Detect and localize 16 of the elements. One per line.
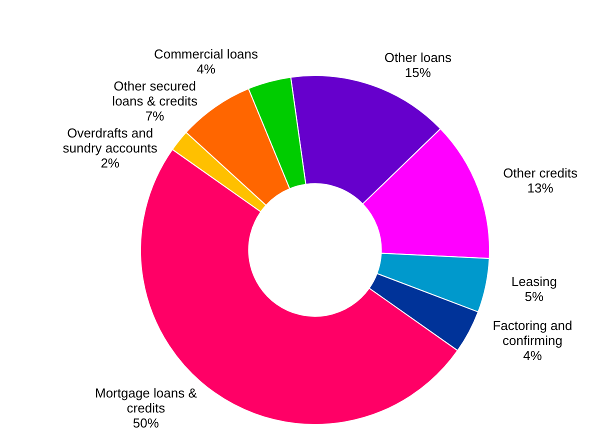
data-label: 13% (527, 180, 554, 196)
data-label: 4% (523, 348, 542, 363)
data-label: 5% (524, 288, 544, 304)
data-label: 2% (100, 155, 120, 170)
slice-label: Other secured loans & credits (112, 78, 198, 108)
slice-label: Factoring and confirming (492, 318, 572, 348)
data-label: 50% (132, 416, 160, 431)
slice-label: Other credits (503, 166, 578, 181)
slice-label: Commercial loans (154, 46, 258, 62)
data-label: 15% (404, 65, 432, 80)
data-label: 4% (196, 61, 216, 76)
slice-label: Other loans (384, 50, 452, 66)
slice-label: Mortgage loans & credits (94, 386, 198, 416)
slice-label: Overdrafts and sundry accounts (62, 125, 158, 156)
slice-label: Leasing (511, 274, 557, 289)
data-label: 7% (145, 108, 165, 124)
